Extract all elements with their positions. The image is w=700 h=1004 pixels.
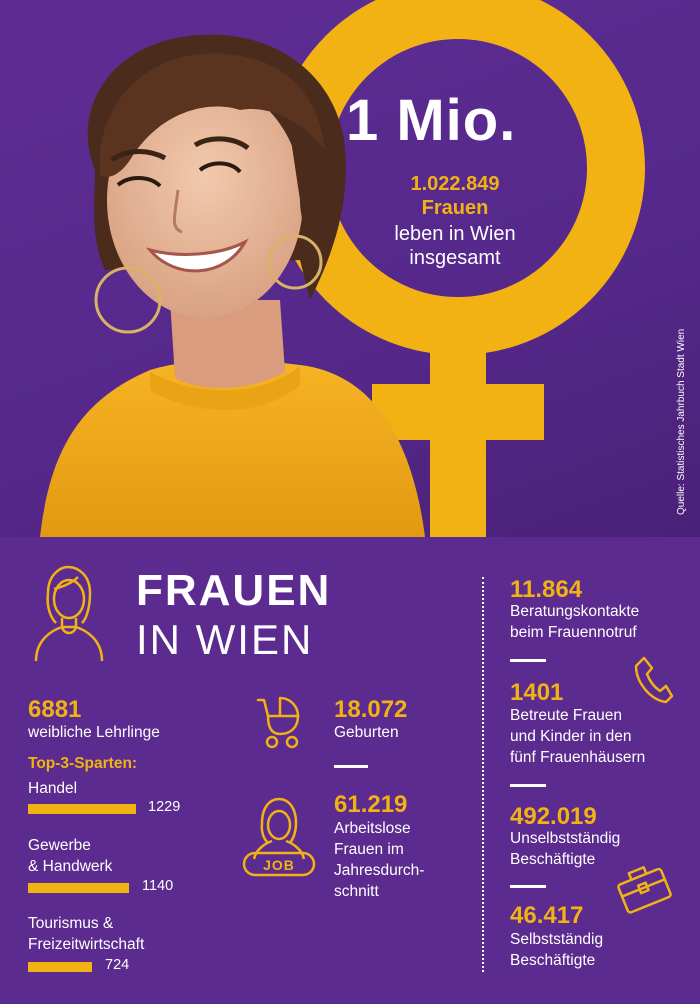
sector-tourismus-label-line1: Tourismus & [28,915,114,932]
sector-tourismus-label-line2: Freizeitwirtschaft [28,936,145,953]
hero-total-number: 1.022.849 [410,173,500,195]
sector-handel-bar [28,804,136,814]
hero-big-title: 1 Mio. [346,88,517,153]
unemployed-label-line2: Frauen im [334,841,404,858]
briefcase-icon [617,866,672,914]
hero-description-line1: leben in Wien [394,223,516,245]
heading-in-wien: IN WIEN [136,616,314,663]
unemployed-label-line4: schnitt [334,883,379,900]
woman-outline-icon [34,565,104,662]
shelter-label-line2: und Kinder in den [510,728,632,745]
woman-photo [40,34,425,537]
apprentices-label: weibliche Lehrlinge [28,724,160,741]
employees-number: 492.019 [510,803,597,830]
births-divider [334,765,368,768]
heading-frauen: FRAUEN [136,566,332,615]
stroller-icon [256,696,300,749]
shelter-label-line3: fünf Frauenhäusern [510,749,646,766]
source-note: Quelle: Statistisches Jahrbuch Stadt Wie… [676,328,687,515]
births-number: 18.072 [334,696,408,723]
job-seeker-icon: JOB [242,797,316,877]
self-employed-number: 46.417 [510,902,584,929]
column-separator [482,577,484,972]
unemployed-label-line3: Jahresdurch- [334,862,425,879]
top3-label: Top-3-Sparten: [28,755,138,772]
hotline-number: 11.864 [510,576,583,603]
hero-total-label: Frauen [421,197,489,219]
sector-gewerbe-value: 1140 [142,878,174,894]
sector-gewerbe-bar [28,883,129,893]
hotline-label-line2: beim Frauennotruf [510,624,637,641]
sector-tourismus-bar [28,962,92,972]
births-label: Geburten [334,724,399,741]
hero-description: leben in Wien insgesamt [340,222,570,270]
shelter-number: 1401 [510,679,564,706]
unemployed-label-line1: Arbeitslose [334,820,411,837]
right-divider-1 [510,659,546,662]
sector-handel-label: Handel [28,780,78,797]
sector-gewerbe-label-line2: & Handwerk [28,858,113,875]
self-employed-label-line2: Beschäftigte [510,952,596,969]
hotline-label-line1: Beratungskontakte [510,603,640,620]
job-icon-text: JOB [263,857,295,873]
stats-panel [0,537,700,1004]
right-divider-3 [510,885,546,888]
hero-description-line2: insgesamt [409,247,501,269]
apprentices-number: 6881 [28,696,82,723]
employees-label-line1: Unselbstständig [510,830,621,847]
self-employed-label-line1: Selbstständig [510,931,604,948]
sector-gewerbe-label-line1: Gewerbe [28,837,91,854]
sector-handel-value: 1229 [148,799,181,815]
phone-icon [634,656,674,704]
hero-section: 1 Mio. 1.022.849 Frauen leben in Wien in… [0,0,700,537]
unemployed-number: 61.219 [334,791,408,818]
sector-tourismus-value: 724 [105,957,130,973]
employees-label-line2: Beschäftigte [510,851,596,868]
right-divider-2 [510,784,546,787]
shelter-label-line1: Betreute Frauen [510,707,623,724]
